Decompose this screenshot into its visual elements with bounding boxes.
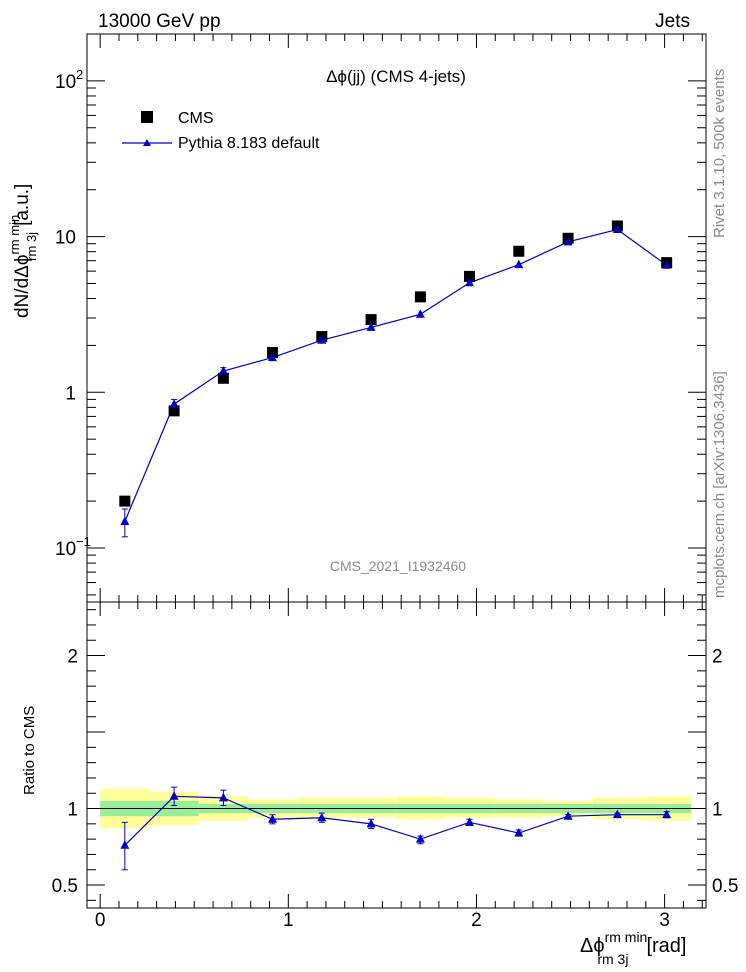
main-y-tick-exponent: 2 bbox=[76, 67, 83, 82]
pythia-point bbox=[218, 366, 228, 375]
pythia-point bbox=[465, 277, 475, 287]
ratio-y-axis-label: Ratio to CMS bbox=[21, 706, 38, 795]
analysis-watermark: CMS_2021_I1932460 bbox=[330, 558, 466, 574]
ratio-point bbox=[218, 792, 228, 802]
ratio-y-tick-label-right: 0.5 bbox=[712, 876, 738, 897]
main-y-tick-exponent: −1 bbox=[76, 534, 91, 549]
ratio-point bbox=[169, 791, 179, 800]
main-y-tick-label: 10 bbox=[55, 228, 76, 249]
legend-cms-label: CMS bbox=[178, 110, 214, 127]
legend-cms-marker bbox=[141, 111, 153, 123]
cms-data-point bbox=[267, 347, 279, 359]
header-jets: Jets bbox=[655, 11, 690, 32]
pythia-point bbox=[366, 322, 376, 331]
ratio-point bbox=[366, 818, 376, 828]
main-marks bbox=[119, 220, 673, 538]
mcplots-label: mcplots.cern.ch [arXiv:1306.3436] bbox=[711, 371, 728, 598]
rivet-version-label: Rivet 3.1.10, 500k events bbox=[711, 69, 728, 238]
ratio-point bbox=[465, 817, 475, 826]
ratio-y-tick-label: 1 bbox=[67, 800, 78, 821]
pythia-point bbox=[612, 224, 622, 234]
pythia-line bbox=[124, 228, 668, 522]
ratio-pythia-line bbox=[124, 795, 667, 846]
x-tick-label: 2 bbox=[471, 910, 482, 931]
cms-data-point bbox=[168, 405, 180, 417]
pythia-point bbox=[514, 259, 524, 269]
main-y-tick-label: 10 bbox=[55, 539, 76, 560]
ratio-plot: 0 1 2 3 0.5 0.5 1 1 2 2 Ratio to CMS bbox=[21, 601, 738, 931]
cms-data-point bbox=[414, 291, 426, 303]
pythia-point bbox=[169, 399, 179, 408]
ratio-point bbox=[662, 809, 672, 819]
ratio-y-tick-label-right: 1 bbox=[712, 800, 723, 821]
ratio-point bbox=[120, 840, 130, 849]
main-y-tick-label: 1 bbox=[65, 383, 76, 404]
cms-data-point bbox=[464, 270, 476, 282]
x-axis-label: Δϕrm min rm 3j[rad] bbox=[580, 929, 687, 967]
ratio-point bbox=[612, 809, 622, 819]
pythia-point bbox=[415, 309, 425, 318]
cms-data-point bbox=[217, 372, 229, 384]
ratio-marks bbox=[100, 786, 692, 871]
header-energy: 13000 GeV pp bbox=[98, 11, 221, 32]
ratio-y-tick-label: 2 bbox=[67, 647, 78, 668]
main-y-axis-label: dN/dΔϕrm min rm 3j[a.u.] bbox=[7, 184, 39, 318]
pythia-point bbox=[317, 335, 327, 344]
x-tick-label: 3 bbox=[659, 910, 670, 931]
pythia-point bbox=[662, 260, 672, 269]
ratio-y-tick-label: 0.5 bbox=[52, 876, 78, 897]
pythia-point bbox=[563, 236, 573, 246]
cms-data-point bbox=[365, 314, 377, 326]
ratio-point bbox=[268, 814, 278, 823]
ratio-point bbox=[514, 828, 524, 837]
x-tick-label: 1 bbox=[283, 910, 294, 931]
cms-data-point bbox=[119, 495, 131, 507]
legend-pythia-label: Pythia 8.183 default bbox=[178, 135, 320, 152]
ratio-point bbox=[415, 834, 425, 843]
ratio-axes: 0 1 2 3 0.5 0.5 1 1 2 2 bbox=[52, 602, 738, 931]
main-y-tick-label: 10 bbox=[55, 72, 76, 93]
pythia-point bbox=[120, 516, 130, 525]
ratio-y-tick-label-right: 2 bbox=[712, 647, 723, 668]
pythia-point bbox=[268, 352, 278, 362]
ratio-point bbox=[317, 812, 327, 822]
legend-pythia-marker bbox=[143, 139, 151, 146]
cms-data-point bbox=[513, 245, 525, 257]
ratio-plot-frame bbox=[86, 601, 707, 909]
ratio-point bbox=[563, 811, 573, 820]
x-tick-label: 0 bbox=[95, 910, 106, 931]
plot-title: Δϕ(jj) (CMS 4-jets) bbox=[326, 67, 466, 86]
